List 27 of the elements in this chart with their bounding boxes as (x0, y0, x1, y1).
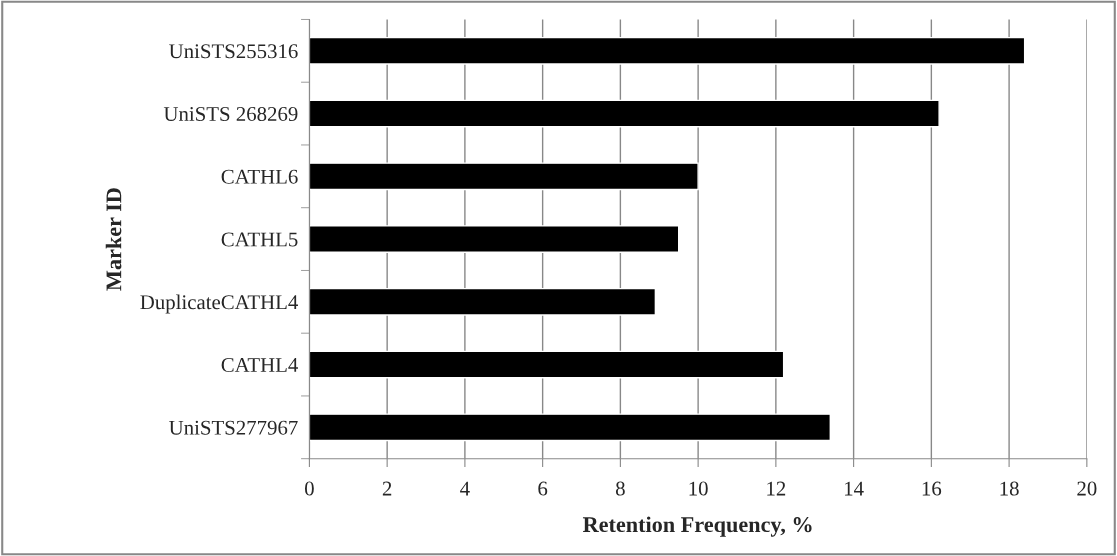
y-tick-label: CATHL5 (221, 232, 298, 247)
bar (309, 99, 940, 128)
x-tick-label: 16 (922, 481, 942, 496)
x-tick-label: 4 (460, 481, 470, 496)
y-tick-label: UniSTS277967 (169, 420, 298, 435)
y-tick-label: UniSTS 268269 (163, 106, 298, 122)
x-tick-label: 0 (304, 481, 314, 496)
x-axis-title: Retention Frequency, % (582, 516, 812, 537)
x-tick-label: 14 (845, 481, 864, 496)
y-tick-label: CATHL4 (221, 358, 298, 373)
x-tick-label: 10 (689, 481, 708, 496)
y-tick-label: CATHL6 (221, 169, 298, 184)
bar (309, 162, 699, 191)
x-tick-label: 18 (1000, 481, 1019, 496)
y-tick-label: UniSTS255316 (169, 44, 298, 59)
x-tick-label: 12 (767, 481, 786, 496)
x-tick-label: 2 (382, 481, 392, 496)
y-tick-label: DuplicateCATHL4 (140, 294, 298, 314)
bar (309, 287, 657, 316)
x-tick-label: 6 (538, 481, 548, 496)
bar (309, 350, 785, 379)
bar (309, 225, 680, 253)
x-tick-label: 20 (1077, 481, 1097, 496)
x-tick-label: 8 (615, 481, 625, 496)
bar (309, 413, 831, 442)
bar (309, 36, 1026, 65)
y-axis-title: Marker ID (105, 188, 122, 291)
